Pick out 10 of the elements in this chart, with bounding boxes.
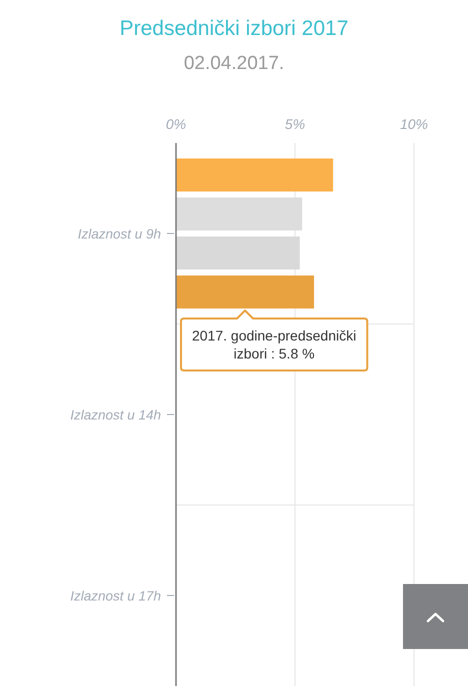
chart-subtitle: 02.04.2017.: [184, 53, 284, 74]
x-tick-label: 5%: [284, 116, 306, 132]
chart-title: Predsednički izbori 2017: [120, 17, 348, 40]
y-tick-label: Izlaznost u 9h: [78, 226, 161, 242]
x-tick-label: 0%: [166, 116, 186, 132]
y-tick-label: Izlaznost u 17h: [70, 588, 161, 604]
x-tick-label: 10%: [400, 116, 428, 132]
annotation: 2017. godine-predsednički izbori : 5.8 %: [192, 328, 356, 362]
y-tick-label: Izlaznost u 14h: [70, 408, 161, 422]
back-to-top-button[interactable]: [403, 584, 468, 649]
